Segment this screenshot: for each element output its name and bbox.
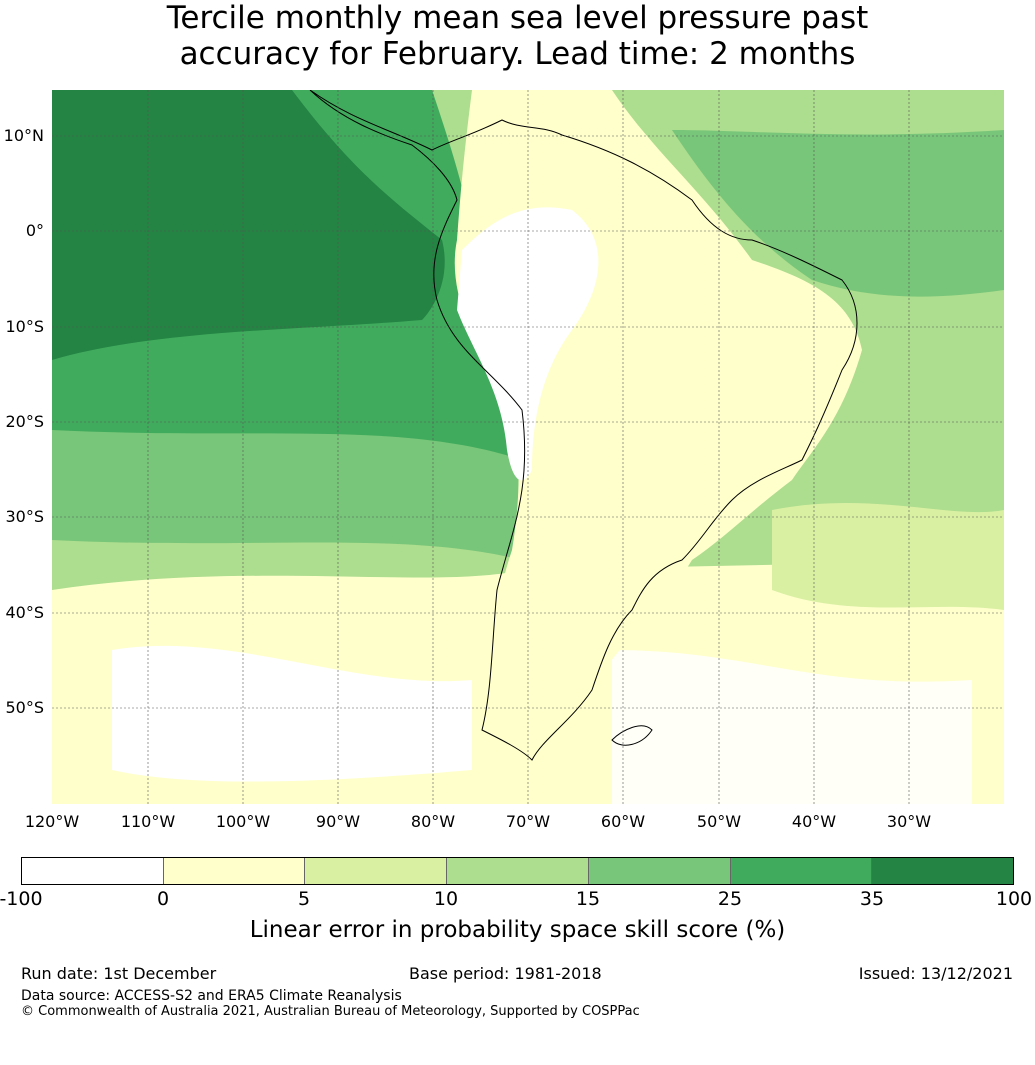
colorbar-label: Linear error in probability space skill … [249,917,786,943]
base-period: Base period: 1981-2018 [409,964,602,983]
data-source: Data source: ACCESS-S2 and ERA5 Climate … [21,988,402,1004]
colorbar-segment [729,858,872,884]
lon-label-120w: 120°W [24,812,80,831]
lat-label-10s: 10°S [5,317,44,336]
lon-label-50w: 50°W [696,812,742,831]
lat-label-40s: 40°S [5,603,44,622]
colorbar-segment [871,858,1014,884]
colorbar-tick-label: 100 [995,888,1033,910]
lon-label-60w: 60°W [600,812,646,831]
lon-label-80w: 80°W [410,812,456,831]
colorbar-tick-label: -100 [0,888,43,910]
gridlines [52,90,1004,804]
lon-label-70w: 70°W [505,812,551,831]
colorbar-segment [304,858,447,884]
lon-label-110w: 110°W [120,812,176,831]
region-atlantic-north [672,130,1004,297]
colorbar-tick-label: 0 [156,888,170,910]
lat-label-10n: 10°N [3,126,44,145]
issued-date: Issued: 13/12/2021 [858,964,1013,983]
lat-label-20s: 20°S [5,412,44,431]
colorbar-tick-label: 15 [575,888,601,910]
colorbar-tick-label: 25 [717,888,743,910]
title-line-2: accuracy for February. Lead time: 2 mont… [179,36,856,72]
colorbar-tick-label: 10 [433,888,459,910]
copyright: © Commonwealth of Australia 2021, Austra… [21,1004,640,1019]
colorbar-segment [162,858,305,884]
colorbar-segment [22,858,163,884]
region-south-pacific-white [112,645,472,782]
lon-label-40w: 40°W [791,812,837,831]
lat-label-0: 0° [25,221,44,240]
title-line-1: Tercile monthly mean sea level pressure … [166,0,869,36]
colorbar-segment [446,858,588,884]
region-south-atlantic-white [612,650,972,804]
run-date: Run date: 1st December [21,964,217,983]
region-andes-white [457,207,599,481]
colorbar [21,857,1014,885]
skill-score-map [52,90,1004,804]
region-atlantic-mid [772,502,1004,610]
lat-label-30s: 30°S [5,507,44,526]
chart-title: Tercile monthly mean sea level pressure … [0,0,1035,72]
colorbar-tick-label: 35 [859,888,885,910]
coastline-south-america [309,90,858,761]
lon-label-100w: 100°W [215,812,271,831]
lon-label-30w: 30°W [886,812,932,831]
colorbar-tick-label: 5 [297,888,311,910]
lon-label-90w: 90°W [315,812,361,831]
region-pacific-max [52,90,445,360]
colorbar-segment [587,858,730,884]
lat-label-50s: 50°S [5,698,44,717]
